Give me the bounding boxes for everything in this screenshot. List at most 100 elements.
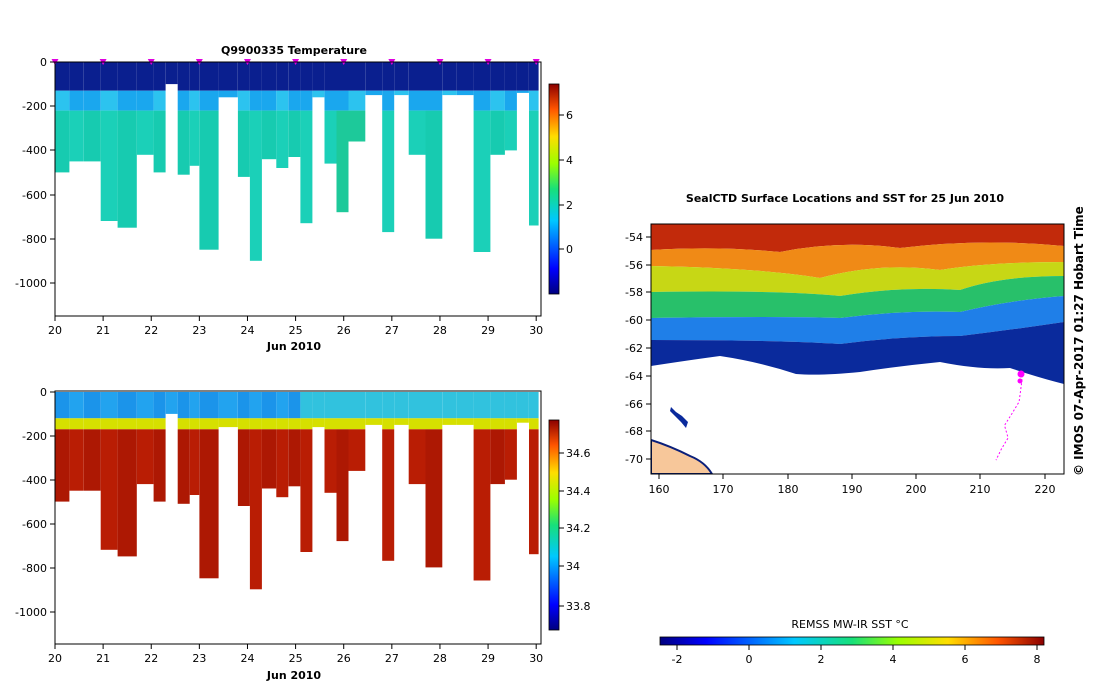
profile-cell [336,90,349,111]
x-tick-label: 29 [481,652,495,665]
profile-cell [348,429,366,471]
profile-cell [408,392,426,419]
x-tick-label: 21 [96,324,110,337]
profile-cell [189,110,200,166]
profile-cell [382,418,395,430]
profile-cell [199,90,219,111]
profile-cell [300,392,313,419]
profile-cell [324,418,337,430]
profile-cell [408,429,426,485]
profile-cell [288,90,301,111]
profile-cell [199,392,219,419]
profile-cell [218,392,238,419]
profile-cell [237,392,250,419]
profile-cell [336,418,349,430]
colorbar-tick-label: 33.8 [566,600,591,613]
y-tick-label: -600 [22,189,47,202]
colorbar-tick-label: 6 [566,109,573,122]
profile-cell [348,62,366,91]
profile-cell [189,62,200,91]
profile-cell [249,110,262,261]
salinity-x-axis: 20 21 22 23 24 25 26 27 28 29 30 Jun 2010 [48,644,543,682]
y-tick-label: -600 [22,518,47,531]
salinity-colorbar: 33.8 34 34.2 34.4 34.6 [548,419,591,631]
profile-cell [100,110,118,221]
colorbar-tick-label: -2 [672,653,683,666]
profile-cell [382,392,395,419]
profile-cell [218,62,238,91]
profile-cell [199,418,219,430]
latitude-tick-label: -70 [625,453,643,466]
profile-cell [324,62,337,91]
profile-cell [69,62,84,91]
profile-cell [516,392,529,419]
colorbar-tick-label: 2 [566,199,573,212]
x-tick-label: 27 [385,652,399,665]
longitude-tick-label: 210 [970,483,991,496]
map-x-axis: 160 170 180 190 200 210 220 [649,474,1056,496]
x-tick-label: 24 [240,324,254,337]
profile-cell [504,429,517,480]
profile-cell [165,392,178,414]
sst-field [651,224,1064,474]
profile-cell [199,110,219,250]
profile-cell [165,62,178,85]
salinity-y-axis: 0 -200 -400 -600 -800 -1000 [15,386,55,619]
salinity-chart: 0 -200 -400 -600 -800 -1000 20 21 22 23 24 25… [15,386,590,682]
profile-cell [261,62,277,91]
profile-cell [69,110,84,162]
profile-cell [189,392,200,419]
profile-cell [408,90,426,111]
profile-cell [382,429,395,561]
longitude-tick-label: 160 [649,483,670,496]
profile-cell [55,392,70,419]
profile-cell [529,90,539,111]
profile-cell [529,392,539,419]
profile-cell [288,429,301,487]
profile-cell [83,90,101,111]
x-tick-label: 30 [529,652,543,665]
profile-cell [69,429,84,491]
longitude-tick-label: 170 [713,483,734,496]
profile-cell [300,62,313,91]
profile-cell [504,62,517,91]
profile-cell [249,429,262,590]
profile-cell [490,90,505,111]
profile-cell [442,392,457,419]
profile-cell [83,110,101,162]
profile-cell [504,90,517,111]
latitude-tick-label: -56 [625,259,643,272]
profile-cell [365,418,383,425]
x-tick-label: 24 [240,652,254,665]
profile-cell [83,429,101,491]
profile-cell [199,62,219,91]
profile-cell [442,62,457,91]
y-tick-label: -200 [22,430,47,443]
profile-cell [136,392,154,419]
y-tick-label: -200 [22,100,47,113]
profile-cell [529,110,539,226]
profile-cell [83,392,101,419]
profile-cell [100,62,118,91]
profile-cell [324,110,337,164]
profile-cell [490,392,505,419]
sst-band [651,242,1064,278]
profile-cell [55,110,70,173]
profile-cell [83,62,101,91]
profile-cell [529,62,539,91]
profile-cell [425,62,443,91]
profile-cell [261,418,277,430]
temperature-title: Q9900335 Temperature [221,44,367,57]
profile-cell [336,392,349,419]
profile-cell [177,418,190,430]
profile-cell [300,429,313,552]
profile-cell [365,90,383,96]
profile-cell [153,110,166,173]
y-tick-label: -1000 [15,606,47,619]
profile-cell [408,418,426,430]
sst-band [651,296,1064,344]
profile-cell [55,418,70,430]
map-title: SealCTD Surface Locations and SST for 25… [686,192,1005,205]
profile-cell [504,392,517,419]
y-tick-label: -800 [22,562,47,575]
